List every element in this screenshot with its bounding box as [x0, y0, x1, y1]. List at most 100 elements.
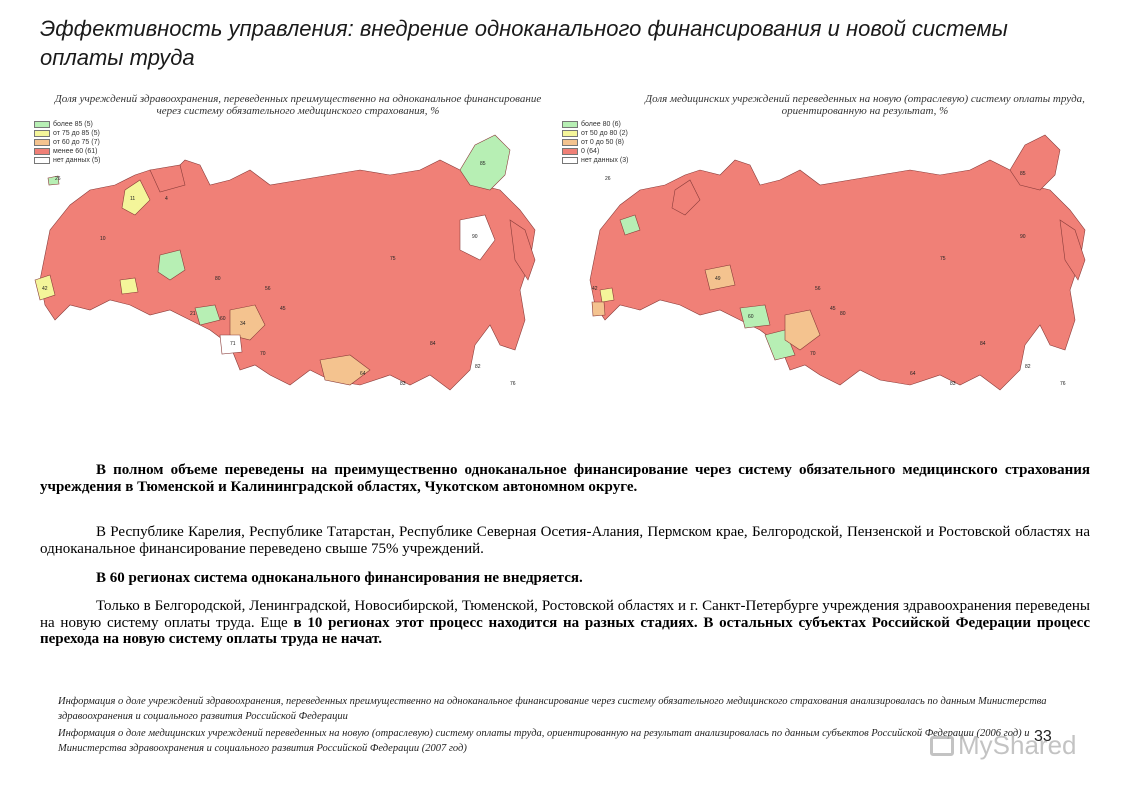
region-number: 85 — [1020, 171, 1026, 177]
tyumen-region — [157, 249, 186, 281]
legend-swatch — [562, 139, 578, 146]
murmansk-region — [149, 164, 186, 193]
buryatia-region — [319, 354, 371, 386]
region-number: 60 — [748, 314, 754, 320]
region-number: 71 — [230, 341, 236, 347]
right-map-legend: более 80 (6) от 50 до 80 (2) от 0 до 50 … — [562, 120, 628, 165]
footnote-one-channel: Информация о доле учреждений здравоохран… — [58, 696, 1047, 722]
karelia-region — [121, 179, 151, 216]
region-number: 90 — [1020, 234, 1026, 240]
legend-swatch — [34, 157, 50, 164]
region-number: 42 — [592, 286, 598, 292]
russia-mainland — [589, 159, 1086, 391]
legend-swatch — [562, 121, 578, 128]
legend-item: нет данных (3) — [562, 156, 628, 165]
legend-item: более 80 (6) — [562, 120, 628, 129]
paragraph-bold-part: в 10 регионах этот процесс находится на … — [40, 614, 1090, 648]
region-number: 42 — [42, 286, 48, 292]
watermark-logo: MyShared — [930, 730, 1077, 761]
legend-swatch — [34, 130, 50, 137]
leningrad-region — [619, 214, 641, 236]
watermark-text: MyShared — [958, 730, 1077, 760]
left-russia-map: 26 85 90 4 11 75 60 34 21 80 56 45 70 71… — [34, 134, 536, 391]
region-number: 70 — [810, 351, 816, 357]
region-number: 56 — [265, 286, 271, 292]
left-map-caption: Доля учреждений здравоохранения, перевед… — [54, 93, 542, 117]
region-number: 80 — [840, 311, 846, 317]
region-number: 34 — [240, 321, 246, 327]
left-map-regions — [34, 134, 536, 391]
krasnoyarsk-south-region — [784, 309, 821, 351]
kamchatka-region — [1059, 219, 1086, 281]
paragraph-normal-part: Только в Белгородской, Ленинградской, Но… — [40, 598, 1090, 631]
region-number: 75 — [940, 256, 946, 262]
south-west-region — [34, 274, 56, 301]
kamchatka-region — [509, 219, 536, 281]
kemerovo-region — [229, 304, 266, 341]
region-number: 64 — [360, 371, 366, 377]
tatarstan-region — [704, 264, 736, 291]
legend-swatch — [34, 148, 50, 155]
legend-item: от 50 до 80 (2) — [562, 129, 628, 138]
right-map-region-numbers: 26 85 49 90 75 60 70 80 82 83 76 42 56 4… — [592, 171, 1066, 387]
legend-swatch — [34, 121, 50, 128]
region-number: 83 — [400, 381, 406, 387]
region-number: 75 — [390, 256, 396, 262]
region-number: 60 — [220, 316, 226, 322]
legend-swatch — [562, 157, 578, 164]
chukotka-region — [1009, 134, 1061, 191]
altai-region — [219, 334, 243, 355]
footnote-pay-system: Информация о доле медицинских учреждений… — [58, 728, 1030, 754]
tyumen-region — [739, 304, 771, 329]
legend-swatch — [34, 139, 50, 146]
karelia-region — [671, 179, 701, 216]
region-number: 56 — [815, 286, 821, 292]
page-title: Эффективность управления: внедрение одно… — [40, 16, 1008, 70]
left-map-legend: более 85 (5) от 75 до 85 (5) от 60 до 75… — [34, 120, 100, 165]
paragraph-new-pay-system: Только в Белгородской, Ленинградской, Но… — [40, 598, 1090, 648]
region-number: 82 — [475, 364, 481, 370]
legend-item: от 75 до 85 (5) — [34, 129, 100, 138]
page-number: 33 — [1034, 728, 1052, 745]
chukotka-region — [459, 134, 511, 191]
region-number: 70 — [260, 351, 266, 357]
legend-item: более 85 (5) — [34, 120, 100, 129]
novosibirsk-region — [194, 304, 221, 326]
region-number: 4 — [165, 196, 168, 202]
right-russia-map: 26 85 49 90 75 60 70 80 82 83 76 42 56 4… — [589, 134, 1086, 391]
region-number: 83 — [950, 381, 956, 387]
region-number: 84 — [430, 341, 436, 347]
region-number: 45 — [280, 306, 286, 312]
left-map-region-numbers: 26 85 90 4 11 75 60 34 21 80 56 45 70 71… — [42, 161, 516, 387]
region-number: 90 — [472, 234, 478, 240]
magadan-region — [459, 214, 496, 261]
region-number: 82 — [1025, 364, 1031, 370]
region-number: 80 — [215, 276, 221, 282]
paragraph-60-regions: В 60 регионах система одноканального фин… — [96, 570, 583, 586]
legend-item: от 0 до 50 (8) — [562, 138, 628, 147]
region-number: 84 — [980, 341, 986, 347]
region-number: 64 — [910, 371, 916, 377]
belgorod-region — [599, 287, 615, 303]
rostov-region — [591, 301, 606, 317]
region-number: 76 — [1060, 381, 1066, 387]
legend-item: от 60 до 75 (7) — [34, 138, 100, 147]
kaliningrad-region — [47, 175, 60, 186]
legend-swatch — [562, 130, 578, 137]
right-map-caption: Доля медицинских учреждений переведенных… — [645, 93, 1085, 117]
legend-item: нет данных (5) — [34, 156, 100, 165]
presentation-board-icon — [930, 735, 954, 756]
paragraph-over-75: В Республике Карелия, Республике Татарст… — [40, 524, 1090, 557]
region-number: 10 — [100, 236, 106, 242]
region-number: 21 — [190, 311, 196, 317]
right-map-regions — [589, 134, 1086, 391]
region-number: 11 — [130, 196, 135, 202]
bashkortostan-region — [119, 277, 139, 295]
region-number: 26 — [55, 176, 61, 182]
russia-mainland — [39, 159, 536, 391]
paragraph-full-transfer: В полном объеме переведены на преимущест… — [40, 462, 1090, 495]
region-number: 85 — [480, 161, 486, 167]
legend-swatch — [562, 148, 578, 155]
region-number: 26 — [605, 176, 611, 182]
region-number: 45 — [830, 306, 836, 312]
